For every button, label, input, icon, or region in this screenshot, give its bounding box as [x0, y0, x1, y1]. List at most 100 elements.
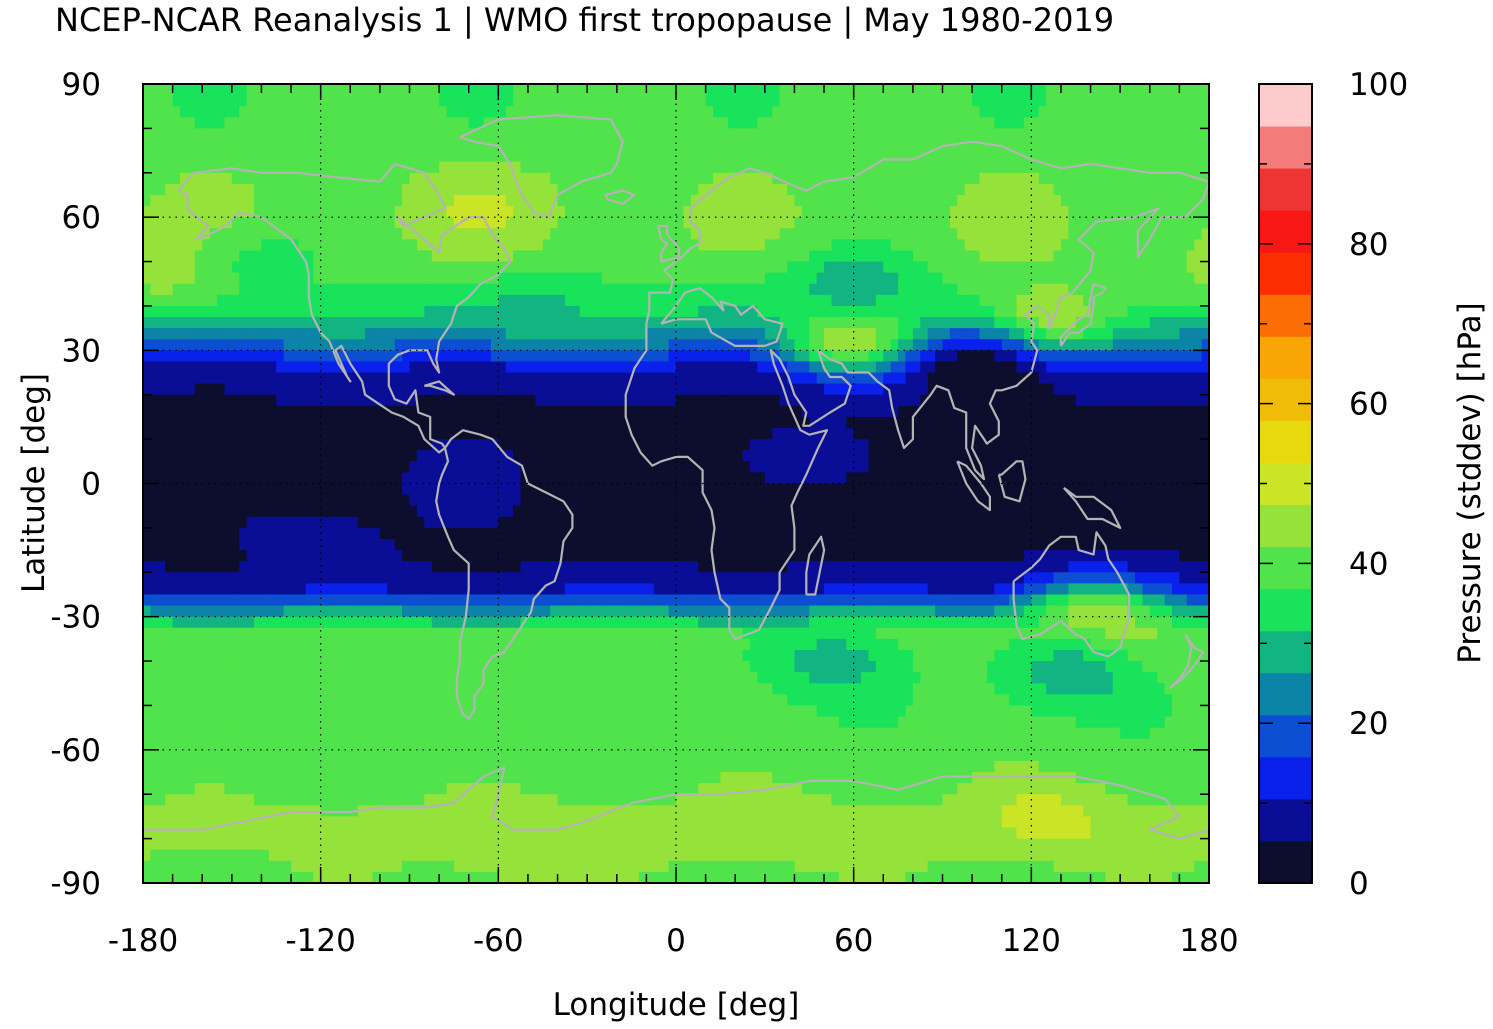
heatmap-cell — [1060, 117, 1069, 129]
heatmap-cell — [513, 117, 522, 129]
heatmap-cell — [535, 305, 544, 318]
heatmap-cell — [1097, 239, 1106, 252]
heatmap-cell — [1171, 361, 1180, 374]
heatmap-cell — [1009, 106, 1018, 118]
heatmap-cell — [202, 283, 211, 296]
heatmap-cell — [735, 106, 744, 118]
heatmap-cell — [1171, 328, 1180, 340]
heatmap-cell — [246, 272, 255, 285]
heatmap-cell — [1127, 405, 1136, 418]
heatmap-cell — [542, 261, 551, 274]
heatmap-cell — [1097, 350, 1106, 363]
heatmap-cell — [1046, 261, 1055, 274]
heatmap-cell — [268, 416, 277, 429]
heatmap-cell — [1179, 439, 1188, 451]
heatmap-cell — [276, 450, 285, 462]
heatmap-cell — [165, 217, 174, 229]
heatmap-cell — [305, 128, 314, 141]
heatmap-cell — [838, 228, 847, 240]
heatmap-cell — [527, 206, 536, 218]
heatmap-cell — [572, 261, 581, 274]
heatmap-cell — [431, 239, 440, 252]
heatmap-cell — [779, 416, 788, 429]
heatmap-cell — [483, 206, 492, 218]
heatmap-cell — [601, 328, 610, 340]
heatmap-cell — [935, 117, 944, 129]
heatmap-cell — [787, 161, 796, 174]
heatmap-cell — [1149, 439, 1158, 451]
heatmap-cell — [994, 183, 1003, 196]
heatmap-cell — [1023, 117, 1032, 129]
heatmap-cell — [846, 106, 855, 118]
heatmap-cell — [557, 428, 566, 440]
heatmap-cell — [194, 161, 203, 174]
heatmap-cell — [794, 206, 803, 218]
heatmap-cell — [372, 206, 381, 218]
heatmap-cell — [468, 139, 477, 152]
heatmap-cell — [572, 294, 581, 307]
heatmap-cell — [231, 383, 240, 396]
heatmap-cell — [520, 272, 529, 285]
heatmap-cell — [861, 239, 870, 252]
heatmap-cell — [542, 328, 551, 340]
heatmap-cell — [394, 106, 403, 118]
heatmap-cell — [246, 294, 255, 307]
heatmap-cell — [772, 439, 781, 451]
heatmap-cell — [150, 261, 159, 274]
heatmap-cell — [379, 372, 388, 385]
heatmap-cell — [838, 328, 847, 340]
heatmap-cell — [1031, 106, 1040, 118]
heatmap-cell — [313, 139, 322, 152]
heatmap-cell — [1201, 228, 1210, 240]
heatmap-cell — [1053, 439, 1062, 451]
heatmap-cell — [653, 250, 662, 263]
heatmap-cell — [564, 339, 573, 351]
heatmap-cell — [394, 217, 403, 229]
heatmap-cell — [824, 128, 833, 141]
heatmap-cell — [276, 461, 285, 474]
heatmap-cell — [1016, 383, 1025, 396]
heatmap-cell — [217, 450, 226, 462]
heatmap-cell — [239, 405, 248, 418]
heatmap-cell — [402, 361, 411, 374]
heatmap-cell — [572, 461, 581, 474]
heatmap-cell — [942, 194, 951, 207]
heatmap-cell — [357, 450, 366, 462]
heatmap-cell — [787, 128, 796, 141]
heatmap-cell — [949, 206, 958, 218]
heatmap-cell — [1127, 383, 1136, 396]
heatmap-cell — [653, 428, 662, 440]
heatmap-cell — [979, 228, 988, 240]
heatmap-cell — [431, 439, 440, 451]
heatmap-cell — [587, 416, 596, 429]
heatmap-cell — [180, 361, 189, 374]
heatmap-cell — [513, 206, 522, 218]
heatmap-cell — [298, 261, 307, 274]
heatmap-cell — [1149, 272, 1158, 285]
heatmap-cell — [1120, 228, 1129, 240]
heatmap-cell — [409, 439, 418, 451]
heatmap-cell — [379, 172, 388, 185]
heatmap-cell — [609, 405, 618, 418]
heatmap-cell — [498, 194, 507, 207]
heatmap-cell — [387, 317, 396, 329]
heatmap-cell — [838, 261, 847, 274]
heatmap-cell — [638, 183, 647, 196]
heatmap-cell — [1186, 239, 1195, 252]
heatmap-cell — [587, 339, 596, 351]
heatmap-cell — [1186, 372, 1195, 385]
heatmap-cell — [483, 328, 492, 340]
heatmap-cell — [1179, 172, 1188, 185]
heatmap-cell — [986, 439, 995, 451]
heatmap-cell — [587, 128, 596, 141]
heatmap-cell — [698, 194, 707, 207]
heatmap-cell — [579, 394, 588, 407]
heatmap-cell — [1171, 206, 1180, 218]
heatmap-cell — [446, 139, 455, 152]
heatmap-cell — [764, 139, 773, 152]
heatmap-cell — [180, 183, 189, 196]
heatmap-cell — [268, 394, 277, 407]
heatmap-cell — [653, 183, 662, 196]
heatmap-cell — [979, 206, 988, 218]
heatmap-cell — [713, 172, 722, 185]
